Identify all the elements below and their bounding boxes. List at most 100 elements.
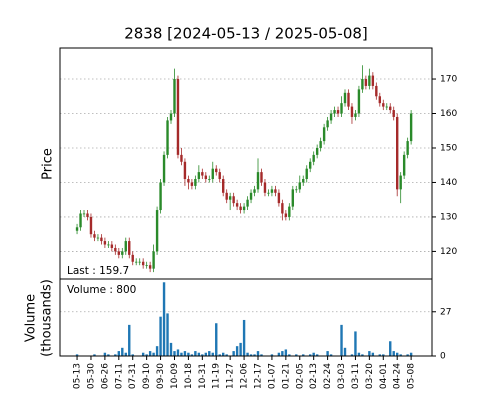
candle-body [211, 168, 214, 180]
candle-body [215, 168, 218, 173]
candle-body [357, 89, 361, 114]
volume-bar [340, 324, 343, 356]
x-tick-label: 05-30 [86, 363, 96, 389]
volume-bar [312, 352, 315, 356]
volume-bar [176, 349, 180, 356]
volume-bar [361, 354, 364, 356]
y2-axis-label: (thousands) [40, 279, 55, 357]
candle-body [295, 189, 298, 191]
candle-body [128, 241, 131, 255]
x-tick-label: 05-08 [407, 363, 417, 389]
candle-body [333, 110, 336, 114]
candle-body [239, 206, 242, 211]
candle-body [218, 172, 221, 180]
volume-bar [121, 347, 124, 356]
candle-body [201, 172, 204, 176]
candle-body [399, 175, 402, 190]
candle-body [270, 189, 274, 193]
candle-body [249, 192, 253, 200]
volume-bar [357, 352, 361, 356]
x-tick-label: 02-13 [309, 363, 319, 389]
volume-bar [218, 354, 221, 356]
volume-bar [378, 354, 382, 356]
candle-body [148, 265, 152, 269]
volume-bar [389, 341, 392, 356]
volume-bar [406, 354, 409, 356]
candle-body [82, 213, 86, 215]
chart-title: 2838 [2024-05-13 / 2025-05-08] [124, 25, 368, 43]
candle-body [173, 79, 176, 114]
volume-bar [396, 352, 399, 356]
volume-bar [173, 351, 176, 356]
volume-bar [382, 354, 385, 356]
candle-body [267, 192, 270, 194]
candle-body [340, 103, 343, 114]
volume-bar [201, 354, 204, 356]
candle-body [256, 172, 260, 190]
volume-bar [117, 351, 121, 356]
volume-bar [350, 354, 354, 356]
candle-body [228, 196, 232, 200]
candle-body [368, 75, 371, 86]
volume-bar [295, 354, 298, 356]
candle-body [110, 244, 114, 248]
volume-bar [169, 342, 173, 356]
y2-tick-label: 0 [440, 352, 446, 362]
volume-bar [392, 351, 395, 356]
candle-body [232, 196, 235, 204]
candle-body [159, 182, 162, 211]
candle-body [235, 203, 239, 207]
volume-bar [253, 354, 256, 356]
candle-body [100, 237, 103, 242]
candle-body [166, 120, 169, 155]
volume-bar [145, 354, 148, 356]
volume-bar [187, 352, 190, 356]
candle-body [86, 213, 89, 217]
volume-bar [329, 354, 333, 356]
volume-bar [131, 354, 134, 356]
candle-body [107, 244, 110, 246]
volume-bar [197, 352, 201, 356]
volume-bar [208, 351, 211, 356]
candle-body [315, 147, 319, 155]
volume-bar [190, 354, 194, 356]
candle-body [225, 192, 228, 200]
volume-bar [242, 319, 246, 356]
volume-bar [155, 346, 159, 356]
candle-body [79, 213, 82, 228]
volume-bar [326, 351, 329, 356]
volume-bar [204, 352, 208, 356]
candle-body [197, 172, 201, 180]
y2-tick-label: 27 [440, 307, 451, 317]
volume-bar [180, 352, 183, 356]
volume-bar [152, 352, 155, 356]
volume-panel [59, 278, 433, 357]
x-tick-label: 01-21 [281, 363, 291, 389]
volume-bar [162, 282, 166, 356]
candle-body [222, 179, 225, 193]
volume-bar [215, 323, 218, 356]
candle-body [288, 206, 291, 217]
y-tick-label: 160 [440, 109, 457, 119]
y2-axis-label: Volume [24, 294, 39, 342]
volume-bar [302, 354, 305, 356]
candle-body [169, 113, 173, 121]
candle-body [284, 213, 288, 217]
candle-body [312, 154, 315, 162]
volume-bar [371, 352, 375, 356]
y-tick-label: 130 [440, 212, 457, 222]
volume-bar [124, 352, 127, 356]
x-tick-label: 03-03 [337, 363, 347, 389]
volume-bar [270, 354, 274, 356]
candle-body [343, 92, 347, 104]
candle-body [378, 96, 382, 104]
candle-body [246, 199, 249, 207]
candle-body [347, 92, 350, 107]
candle-body [319, 141, 322, 148]
x-tick-label: 06-26 [100, 363, 110, 389]
volume-bar [354, 331, 357, 356]
candle-body [135, 261, 138, 263]
x-tick-label: 12-17 [254, 363, 264, 389]
candle-body [371, 75, 375, 86]
